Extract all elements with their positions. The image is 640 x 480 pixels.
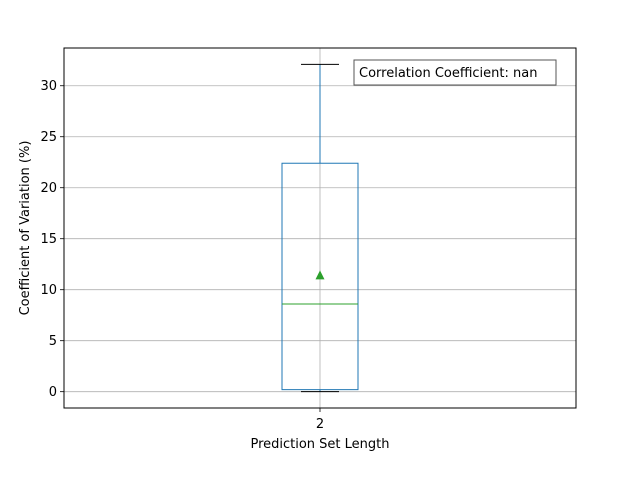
annotation-box: Correlation Coefficient: nan xyxy=(353,59,557,86)
mean-marker xyxy=(315,270,325,280)
x-axis-label: Prediction Set Length xyxy=(250,437,389,452)
y-tick-label: 20 xyxy=(40,181,57,196)
y-tick-label: 15 xyxy=(40,232,57,247)
y-tick-label: 5 xyxy=(49,334,57,349)
box-iqr xyxy=(281,162,359,391)
annotation-text: Correlation Coefficient: nan xyxy=(359,66,537,81)
x-tick-label: 2 xyxy=(316,417,324,432)
y-axis-ticks: 0 5 10 15 20 25 30 xyxy=(40,79,64,400)
y-axis-label: Coefficient of Variation (%) xyxy=(18,141,33,316)
annotation-frame xyxy=(353,59,557,86)
box-layer xyxy=(281,63,359,393)
y-tick-label: 10 xyxy=(40,283,57,298)
x-axis-ticks: 2 xyxy=(316,408,324,432)
y-tick-label: 0 xyxy=(49,385,57,400)
y-tick-label: 25 xyxy=(40,130,57,145)
y-tick-label: 30 xyxy=(40,79,57,94)
